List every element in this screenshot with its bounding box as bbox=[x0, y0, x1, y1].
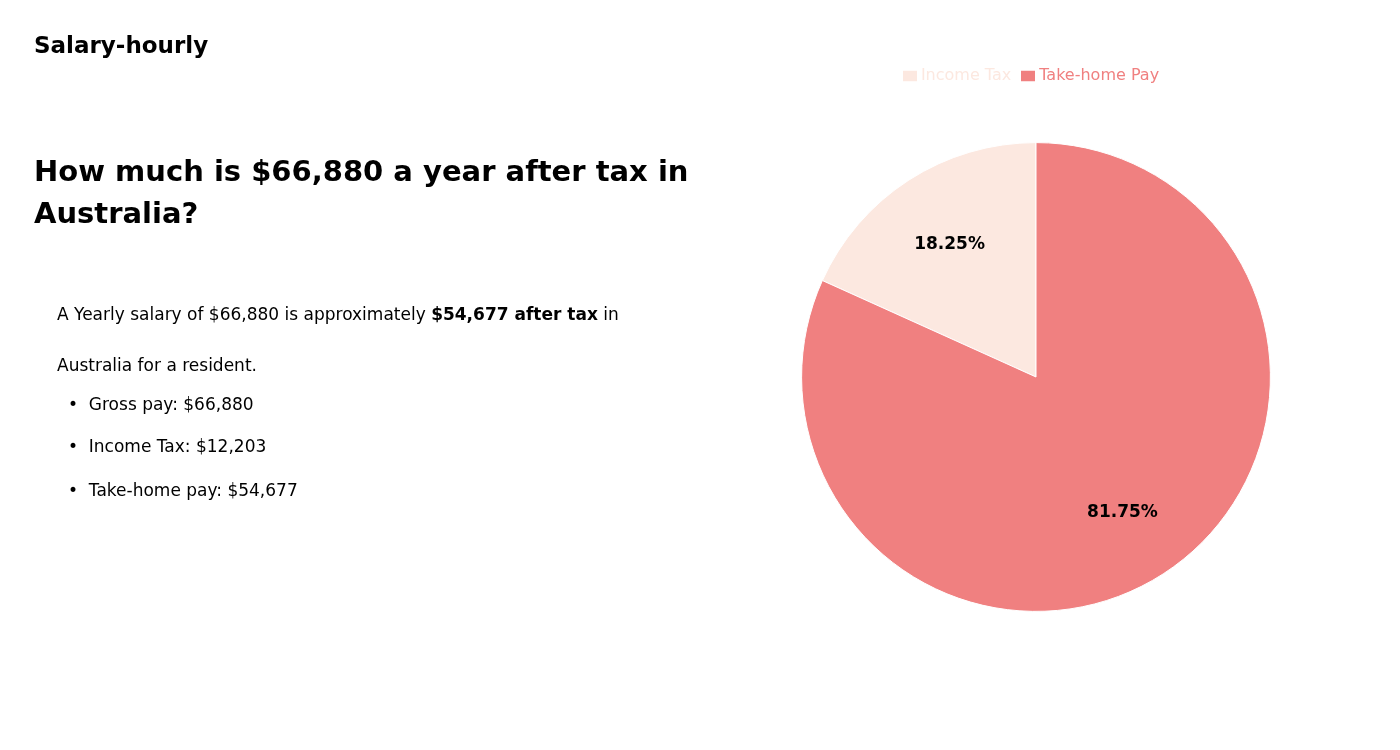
html-text:A Yearly salary of $66,880 is: A Yearly salary of $66,880 is approximat… bbox=[57, 304, 619, 324]
html-text:• Take-home pay: $54,677: • Take-home pay: $54,677 bbox=[68, 480, 298, 500]
svg-text:81.75%: 81.75% bbox=[1087, 501, 1158, 521]
html-text:• Gross pay: $66,880: • Gross pay: $66,880 bbox=[68, 394, 254, 414]
html-text:How much is $66,880 a year aft: How much is $66,880 a year after tax in … bbox=[34, 154, 689, 230]
html-text:Australia for a resident.: Australia for a resident. bbox=[57, 355, 257, 375]
svg-text:18.25%: 18.25% bbox=[914, 233, 985, 253]
html-text:Take-home Pay: Take-home Pay bbox=[1039, 65, 1160, 84]
html-text:Income Tax: Income Tax bbox=[920, 65, 1012, 84]
html-text:• Income Tax: $12,203: • Income Tax: $12,203 bbox=[68, 436, 267, 456]
html-text:S alary-hourly: S alary-hourly bbox=[34, 32, 209, 58]
